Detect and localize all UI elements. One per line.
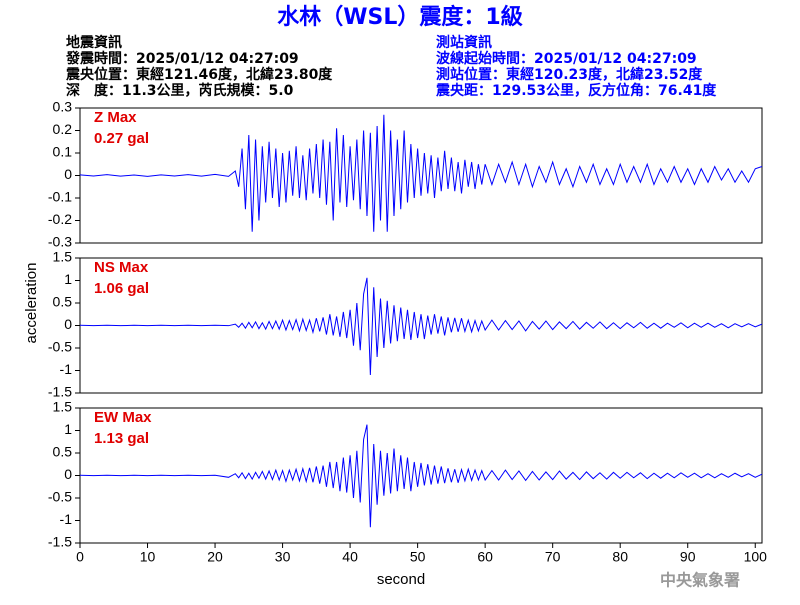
y-tick-label: -0.2 bbox=[48, 211, 72, 227]
y-tick-label: -0.5 bbox=[48, 489, 72, 505]
info-left: 發震時間：2025/01/12 04:27:09 bbox=[65, 50, 299, 67]
y-tick-label: -1 bbox=[60, 361, 73, 377]
info-left: 地震資訊 bbox=[66, 34, 122, 51]
max-label: Z Max bbox=[94, 109, 137, 126]
y-tick-label: -0.3 bbox=[48, 234, 72, 250]
y-tick-label: 0.3 bbox=[53, 99, 73, 115]
info-right: 震央距：129.53公里，反方位角：76.41度 bbox=[435, 82, 717, 99]
x-tick-label: 20 bbox=[207, 549, 223, 565]
footer: 中央氣象署 bbox=[660, 571, 740, 590]
info-right: 波線起始時間：2025/01/12 04:27:09 bbox=[436, 50, 697, 67]
x-tick-label: 10 bbox=[140, 549, 156, 565]
y-tick-label: -1 bbox=[60, 511, 73, 527]
info-right: 測站位置：東經120.23度，北緯23.52度 bbox=[436, 66, 703, 83]
x-tick-label: 90 bbox=[680, 549, 696, 565]
y-tick-label: 0 bbox=[64, 316, 72, 332]
max-label: 1.13 gal bbox=[94, 430, 149, 447]
info-left: 震央位置：東經121.46度，北緯23.80度 bbox=[65, 66, 333, 83]
waveform bbox=[79, 114, 763, 232]
y-tick-label: 0.5 bbox=[53, 444, 73, 460]
y-tick-label: 1 bbox=[64, 421, 72, 437]
max-label: 1.06 gal bbox=[94, 280, 149, 297]
y-tick-label: -1.5 bbox=[48, 534, 72, 550]
y-tick-label: 0 bbox=[64, 466, 72, 482]
info-right: 測站資訊 bbox=[436, 34, 492, 51]
y-tick-label: -1.5 bbox=[48, 384, 72, 400]
y-tick-label: 1.5 bbox=[53, 399, 73, 415]
x-tick-label: 50 bbox=[410, 549, 426, 565]
waveform bbox=[79, 277, 763, 376]
y-tick-label: -0.1 bbox=[48, 189, 72, 205]
y-tick-label: 0.1 bbox=[53, 144, 73, 160]
y-tick-label: 1.5 bbox=[53, 249, 73, 265]
max-label: 0.27 gal bbox=[94, 130, 149, 147]
x-tick-label: 40 bbox=[342, 549, 358, 565]
title: 水林（WSL）震度：1級 bbox=[277, 4, 522, 30]
x-axis-label: second bbox=[377, 571, 425, 588]
x-tick-label: 30 bbox=[275, 549, 291, 565]
x-tick-label: 0 bbox=[76, 549, 84, 565]
x-tick-label: 80 bbox=[612, 549, 628, 565]
waveform bbox=[79, 424, 763, 528]
y-tick-label: -0.5 bbox=[48, 339, 72, 355]
y-tick-label: 0.2 bbox=[53, 121, 73, 137]
y-axis-label: acceleration bbox=[23, 263, 40, 344]
x-tick-label: 60 bbox=[477, 549, 493, 565]
y-tick-label: 0.5 bbox=[53, 294, 73, 310]
max-label: NS Max bbox=[94, 259, 149, 276]
x-tick-label: 70 bbox=[545, 549, 561, 565]
max-label: EW Max bbox=[94, 409, 152, 426]
y-tick-label: 1 bbox=[64, 271, 72, 287]
info-left: 深 度：11.3公里，芮氏規模：5.0 bbox=[66, 82, 294, 99]
y-tick-label: 0 bbox=[64, 166, 72, 182]
x-tick-label: 100 bbox=[744, 549, 768, 565]
